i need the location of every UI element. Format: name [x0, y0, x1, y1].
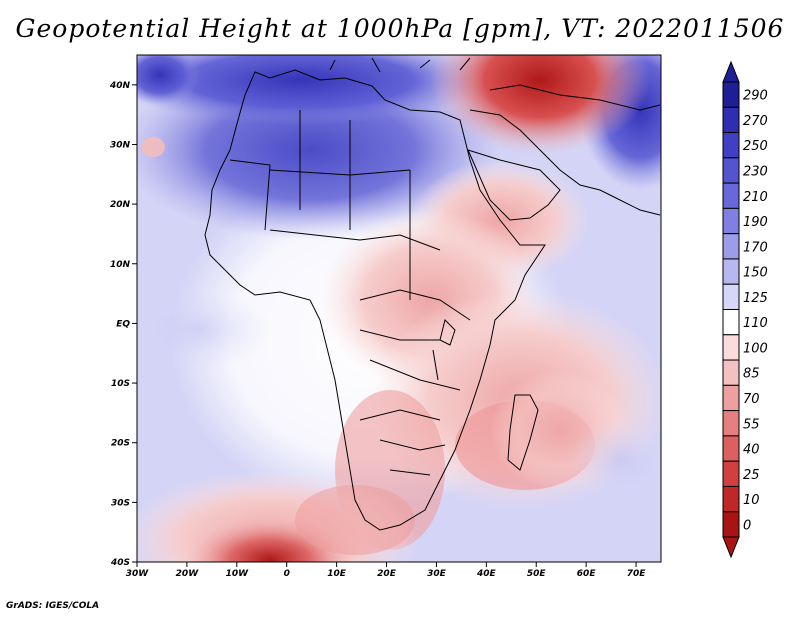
- colorbar-max-arrow: [722, 60, 740, 83]
- lon-tick-label: 30E: [427, 569, 447, 579]
- colorbar-segment: [722, 283, 740, 311]
- colorbar-label: 170: [743, 240, 768, 255]
- lat-tick-label: 30S: [111, 498, 130, 508]
- colorbar-segment: [722, 485, 740, 513]
- lat-tick-label: EQ: [116, 319, 130, 329]
- colorbar-label: 190: [743, 215, 768, 230]
- colorbar-segment: [722, 132, 740, 159]
- latitude-axis: 40N 30N 20N 10N EQ 10S 20S 30S 40S: [109, 81, 137, 568]
- lat-tick-label: 40S: [110, 558, 130, 568]
- lat-tick-label: 20S: [111, 439, 130, 449]
- lon-tick-label: 40E: [476, 569, 497, 579]
- lat-tick-label: 10N: [110, 260, 131, 270]
- colorbar-segment: [722, 157, 740, 184]
- colorbar-label: 85: [743, 367, 760, 382]
- lon-tick-label: 60E: [577, 569, 597, 579]
- lat-tick-label: 40N: [109, 81, 131, 91]
- colorbar-segment: [722, 435, 740, 462]
- colorbar-segment: [722, 511, 740, 538]
- colorbar-segment: [722, 309, 740, 336]
- colorbar-label: 100: [743, 341, 768, 356]
- lon-tick-label: 30W: [126, 569, 150, 579]
- colorbar-label: 125: [743, 291, 768, 306]
- coastlines: [204, 57, 661, 531]
- map-frame: [136, 54, 662, 563]
- lon-tick-label: 0: [284, 569, 290, 579]
- colorbar-label: 110: [743, 316, 768, 331]
- shaded-height-field: [137, 55, 661, 562]
- colorbar-label: 230: [743, 164, 768, 179]
- colorbar-label: 210: [743, 190, 768, 205]
- grads-credit: GrADS: IGES/COLA: [6, 601, 100, 611]
- lon-tick-label: 70E: [627, 569, 647, 579]
- colorbar-min-arrow: [722, 536, 740, 559]
- colorbar-label: 150: [743, 266, 768, 281]
- colorbar-segment: [722, 410, 740, 437]
- lat-tick-label: 20N: [110, 200, 131, 210]
- lat-tick-label: 30N: [110, 140, 131, 150]
- lon-tick-label: 10E: [327, 569, 347, 579]
- lon-tick-label: 20W: [176, 569, 200, 579]
- colorbar-segment: [722, 384, 740, 412]
- colorbar-segment: [722, 258, 740, 285]
- colorbar-label: 55: [743, 417, 760, 432]
- colorbar-label: 290: [743, 89, 768, 104]
- lat-tick-label: 10S: [111, 379, 130, 389]
- colorbar: 2902702502302101901701501251101008570554…: [722, 60, 768, 559]
- colorbar-segment: [722, 460, 740, 487]
- colorbar-segment: [722, 359, 740, 386]
- colorbar-label: 270: [743, 114, 768, 129]
- lon-tick-label: 10W: [226, 569, 250, 579]
- chart-title: Geopotential Height at 1000hPa [gpm], VT…: [15, 14, 785, 43]
- lon-tick-label: 50E: [527, 569, 547, 579]
- colorbar-segment: [722, 81, 740, 108]
- colorbar-label: 70: [743, 392, 760, 407]
- longitude-axis: 30W 20W 10W 0 10E 20E 30E 40E 50E 60E 70E: [126, 562, 646, 579]
- colorbar-segment: [722, 207, 740, 235]
- colorbar-segment: [722, 334, 740, 361]
- colorbar-label: 250: [743, 139, 768, 154]
- colorbar-label: 0: [743, 518, 751, 533]
- colorbar-segment: [722, 106, 740, 134]
- lon-tick-label: 20E: [377, 569, 397, 579]
- colorbar-label: 25: [743, 468, 760, 483]
- colorbar-label: 40: [743, 443, 760, 458]
- colorbar-label: 10: [743, 493, 760, 508]
- colorbar-segment: [722, 233, 740, 260]
- colorbar-segment: [722, 182, 740, 209]
